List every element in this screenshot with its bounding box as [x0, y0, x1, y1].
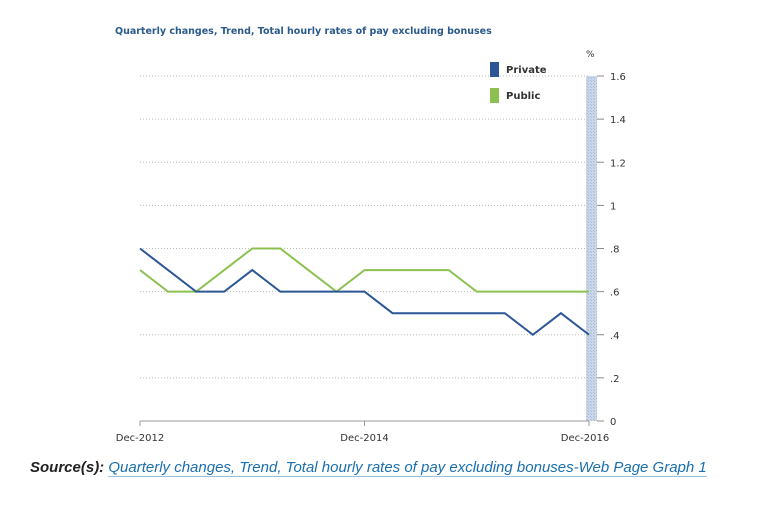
- legend-swatch-private: [490, 62, 499, 77]
- source-line: Source(s): Quarterly changes, Trend, Tot…: [30, 459, 707, 477]
- y-tick-label: .8: [610, 245, 620, 256]
- x-tick-label: Dec-2016: [561, 433, 609, 444]
- y-tick-label: 1.2: [610, 158, 626, 169]
- y-tick-label: .2: [610, 374, 620, 385]
- y-axis-bar: [586, 76, 597, 421]
- source-link[interactable]: Quarterly changes, Trend, Total hourly r…: [108, 459, 707, 477]
- legend-swatch-public: [490, 88, 499, 103]
- y-tick-label: .4: [610, 331, 620, 342]
- legend-label-private: Private: [506, 65, 547, 76]
- source-label: Source(s):: [30, 459, 105, 476]
- chart-title: Quarterly changes, Trend, Total hourly r…: [115, 26, 492, 37]
- legend-label-public: Public: [506, 91, 540, 102]
- y-tick-label: .6: [610, 288, 620, 299]
- x-tick-label: Dec-2012: [116, 433, 164, 444]
- y-axis-unit: %: [586, 50, 595, 60]
- line-chart: 0 .2 .4 .6 .8 1 1.2 1.4 1.6% Dec-2012 Dec-2014 Dec-…: [116, 50, 626, 444]
- y-tick-label: 1.6: [610, 72, 626, 83]
- y-tick-label: 0: [610, 417, 616, 428]
- y-tick-label: 1.4: [610, 115, 626, 126]
- y-tick-label: 1: [610, 201, 616, 212]
- x-tick-label: Dec-2014: [340, 433, 388, 444]
